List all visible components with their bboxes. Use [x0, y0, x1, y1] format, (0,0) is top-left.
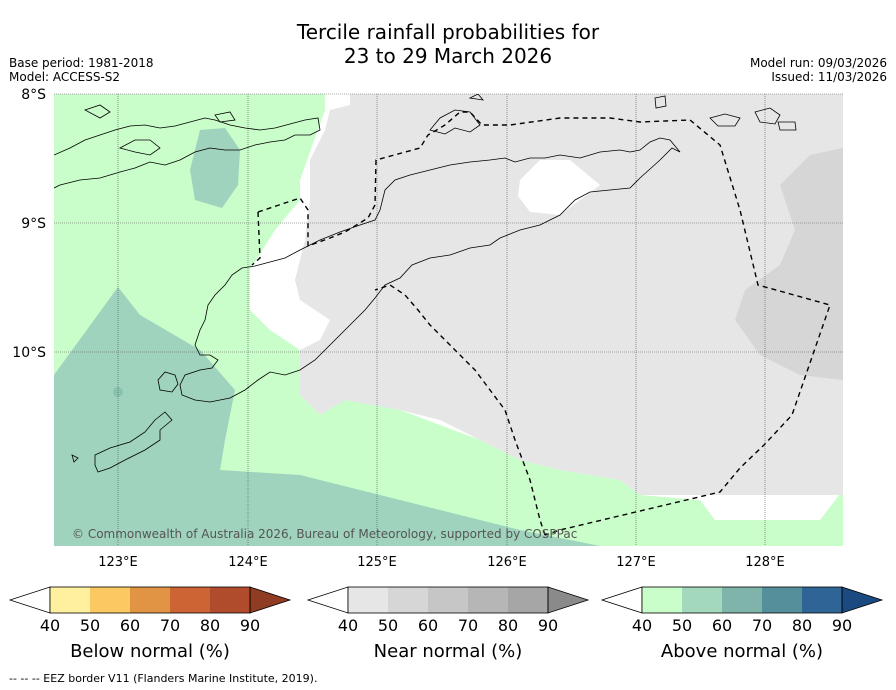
eez-line-west [251, 211, 261, 266]
above-normal-40-50-region [54, 94, 843, 546]
eez-line-north [257, 111, 831, 536]
neutral-white-patch [518, 160, 600, 215]
lon-label-126e: 126°E [487, 555, 527, 570]
below-colorbar-segment [210, 587, 250, 613]
near-normal-40-50-region [295, 94, 843, 495]
near-colorbar-frame [347, 586, 549, 614]
coast-rote-island [157, 371, 179, 393]
near-colorbar-segment [508, 587, 548, 613]
above-colorbar-segment [762, 587, 802, 613]
lon-label-123e: 123°E [98, 555, 138, 570]
near-colorbar-segment [468, 587, 508, 613]
lon-label-127e: 127°E [616, 555, 656, 570]
above-colorbar-segment [802, 587, 842, 613]
coast-timor-north [179, 137, 681, 403]
coast-semau [71, 454, 79, 463]
above-normal-50-60-patch [190, 128, 240, 208]
coastlines [54, 94, 797, 473]
below-colorbar-max-extend [249, 586, 292, 614]
above-colorbar-tick: 50 [672, 616, 692, 635]
near-colorbar-min-extend [306, 586, 349, 614]
above-colorbar-frame [641, 586, 843, 614]
below-colorbar-tick: 90 [240, 616, 260, 635]
near-colorbar-tick: 50 [378, 616, 398, 635]
near-colorbar-max-extend [547, 586, 590, 614]
above-colorbar-tick: 40 [632, 616, 652, 635]
below-colorbar-tick: 50 [80, 616, 100, 635]
eez-border [251, 111, 831, 536]
title-line-1: Tercile rainfall probabilities for [296, 20, 600, 44]
lon-label-125e: 125°E [357, 555, 397, 570]
above-colorbar-segment [642, 587, 682, 613]
above-colorbar-segment [682, 587, 722, 613]
title-line-2: 23 to 29 March 2026 [343, 44, 553, 68]
below-colorbar-min-extend [8, 586, 51, 614]
near-colorbar-tick: 80 [498, 616, 518, 635]
graticule [54, 93, 843, 546]
below-colorbar-frame [49, 586, 251, 614]
above-normal-40-50-top [140, 94, 155, 104]
map-copyright: © Commonwealth of Australia 2026, Bureau… [72, 527, 577, 541]
above-colorbar-tick: 80 [792, 616, 812, 635]
below-colorbar-segment [170, 587, 210, 613]
base-period: Base period: 1981-2018 [9, 56, 154, 70]
model-run: Model run: 09/03/2026 [749, 56, 887, 70]
below-colorbar-tick: 70 [160, 616, 180, 635]
above-colorbar-tick: 90 [832, 616, 852, 635]
near-normal-50-60-region [735, 148, 843, 380]
near-colorbar-tick: 90 [538, 616, 558, 635]
near-colorbar-segment [388, 587, 428, 613]
below-colorbar-segment [50, 587, 90, 613]
eez-footnote: -- -- -- EEZ border V11 (Flanders Marine… [9, 672, 318, 685]
near-colorbar-segment [428, 587, 468, 613]
near-colorbar-tick: 40 [338, 616, 358, 635]
near-colorbar-label: Near normal (%) [374, 641, 523, 662]
above-colorbar-tick: 60 [712, 616, 732, 635]
coast-small-islands-north [83, 104, 236, 156]
lat-label-9s: 9°S [21, 216, 46, 232]
coast-sabu-island [94, 411, 173, 473]
near-colorbar-segment [348, 587, 388, 613]
below-colorbar-tick: 60 [120, 616, 140, 635]
above-colorbar-segment [722, 587, 762, 613]
map-title: Tercile rainfall probabilities for 23 to… [0, 20, 896, 68]
below-colorbar-segment [90, 587, 130, 613]
meta-right: Model run: 09/03/2026 Issued: 11/03/2026 [750, 56, 887, 84]
issued-date: Issued: 11/03/2026 [771, 70, 887, 84]
meta-left: Base period: 1981-2018 Model: ACCESS-S2 [9, 56, 154, 84]
above-colorbar-tick: 70 [752, 616, 772, 635]
eez-line-south [374, 284, 546, 536]
lat-label-10s: 10°S [12, 345, 46, 361]
coast-alor-wetar [429, 94, 797, 135]
colorbar-above-normal: 40 50 60 70 80 90 Above normal (%) [600, 586, 884, 662]
lon-label-128e: 128°E [745, 555, 785, 570]
below-colorbar-label: Below normal (%) [70, 641, 230, 662]
colorbar-near-normal: 40 50 60 70 80 90 Near normal (%) [306, 586, 590, 662]
colorbar-below-normal: 40 50 60 70 80 90 Below normal (%) [8, 586, 292, 662]
below-colorbar-tick: 40 [40, 616, 60, 635]
above-colorbar-max-extend [841, 586, 884, 614]
lat-label-8s: 8°S [21, 87, 46, 103]
near-colorbar-tick: 70 [458, 616, 478, 635]
below-colorbar-tick: 80 [200, 616, 220, 635]
above-colorbar-label: Above normal (%) [661, 641, 823, 662]
near-colorbar-tick: 60 [418, 616, 438, 635]
coast-flores [54, 117, 321, 189]
lon-label-124e: 124°E [228, 555, 268, 570]
model-name: Model: ACCESS-S2 [9, 70, 121, 84]
below-colorbar-segment [130, 587, 170, 613]
above-colorbar-min-extend [600, 586, 643, 614]
